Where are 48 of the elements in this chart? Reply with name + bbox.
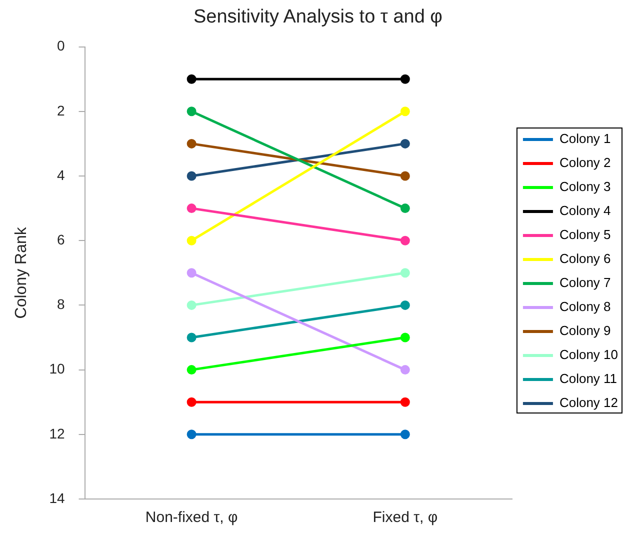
point — [186, 236, 196, 246]
point — [186, 332, 196, 342]
legend-label: Colony 4 — [559, 203, 611, 218]
point — [400, 332, 410, 342]
point — [186, 365, 196, 375]
legend-label: Colony 7 — [559, 275, 611, 290]
point — [186, 171, 196, 181]
point — [186, 397, 196, 407]
legend-label: Colony 3 — [559, 179, 611, 194]
point — [400, 300, 410, 310]
legend-label: Colony 1 — [559, 131, 611, 146]
legend-label: Colony 2 — [559, 155, 611, 170]
x-tick-label: Non-fixed τ, φ — [145, 509, 238, 526]
legend-label: Colony 6 — [559, 251, 611, 266]
legend-label: Colony 11 — [559, 371, 618, 386]
point — [400, 365, 410, 375]
y-tick-label: 0 — [56, 38, 65, 54]
point — [400, 204, 410, 214]
point — [400, 236, 410, 246]
legend-label: Colony 5 — [559, 227, 611, 242]
legend-label: Colony 8 — [559, 299, 611, 314]
y-tick-label: 6 — [56, 231, 65, 248]
legend-label: Colony 10 — [559, 347, 618, 362]
point — [400, 397, 410, 407]
chart-title: Sensitivity Analysis to τ and φ — [194, 6, 442, 28]
y-tick-label: 10 — [49, 360, 65, 377]
point — [400, 74, 410, 84]
x-tick-label: Fixed τ, φ — [372, 509, 438, 526]
point — [186, 138, 196, 148]
point — [186, 204, 196, 214]
y-tick-label: 2 — [56, 102, 65, 118]
point — [186, 300, 196, 310]
point — [186, 430, 196, 440]
point — [186, 268, 196, 278]
point — [186, 74, 196, 84]
legend-label: Colony 9 — [559, 323, 611, 338]
y-tick-label: 12 — [49, 425, 65, 442]
point — [400, 268, 410, 278]
point — [400, 138, 410, 148]
point — [400, 106, 410, 116]
legend-label: Colony 12 — [559, 395, 618, 410]
y-axis-title: Colony Rank — [13, 226, 30, 319]
point — [400, 171, 410, 181]
y-tick-label: 4 — [56, 166, 65, 183]
y-tick-label: 14 — [49, 490, 65, 506]
point — [186, 106, 196, 116]
y-tick-label: 8 — [56, 296, 65, 312]
point — [400, 430, 410, 440]
